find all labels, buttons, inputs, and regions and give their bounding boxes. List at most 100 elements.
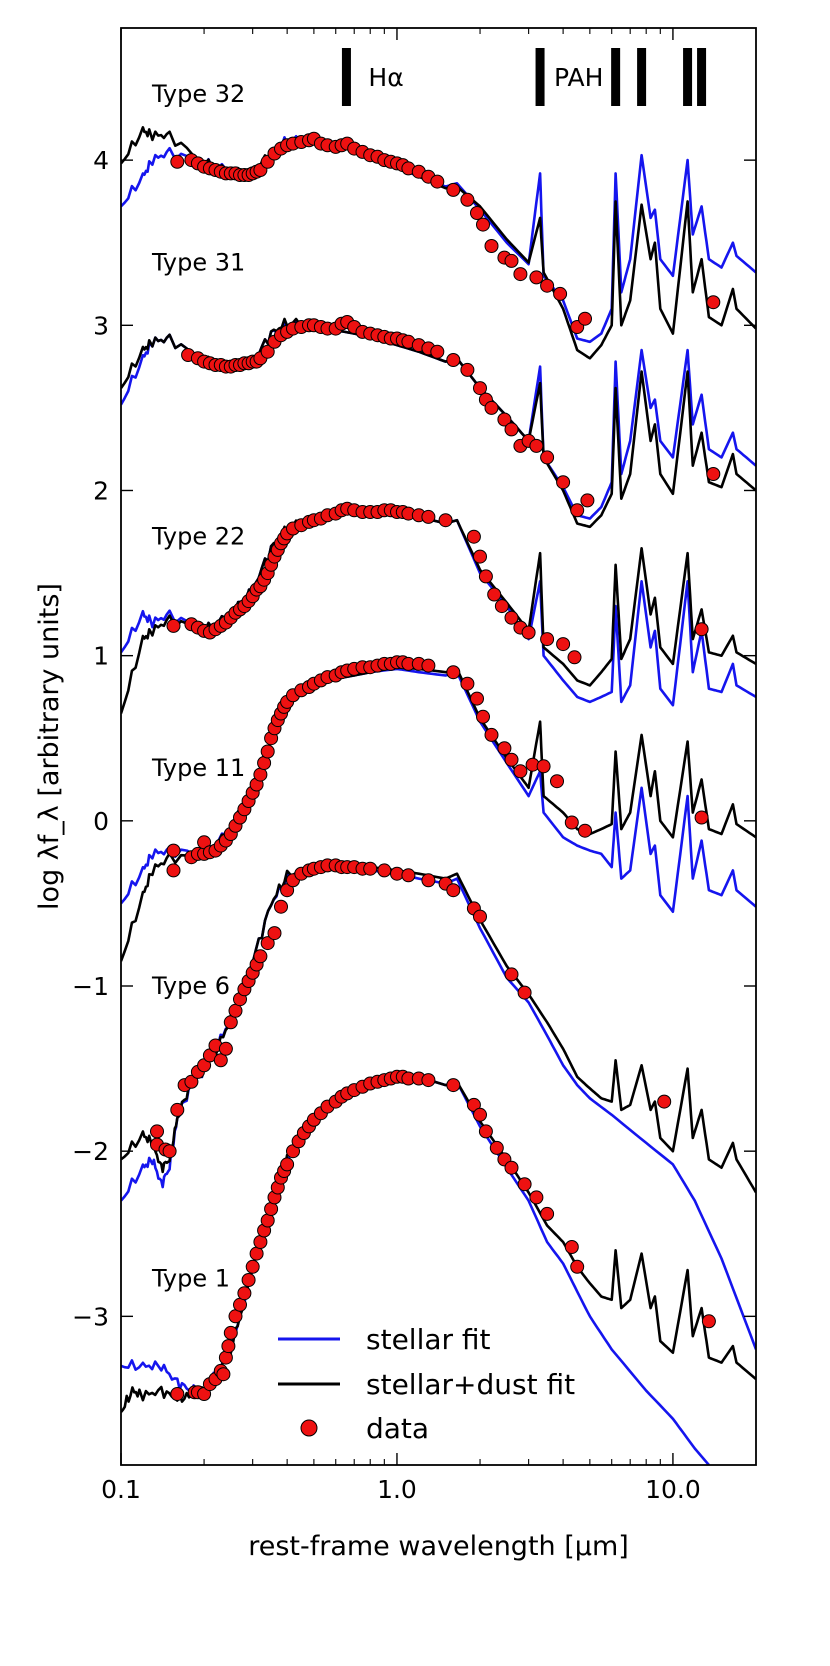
data-point xyxy=(218,1350,233,1365)
type-label-5: Type 1 xyxy=(151,1264,230,1292)
data-point xyxy=(438,513,453,528)
data-point xyxy=(257,756,272,770)
data-point xyxy=(260,744,275,759)
feature-marker-label: PAH xyxy=(554,63,603,92)
data-point xyxy=(430,174,445,189)
data-point xyxy=(228,1003,243,1018)
data-point xyxy=(162,1144,177,1159)
data-point xyxy=(170,1387,185,1401)
data-point xyxy=(550,774,564,789)
data-point xyxy=(170,154,185,169)
dust-fit-line-0 xyxy=(121,126,756,360)
data-point xyxy=(484,239,499,253)
data-point xyxy=(221,1339,236,1354)
data-point xyxy=(706,467,721,481)
data-point xyxy=(470,206,484,220)
legend-label-1: stellar+dust fit xyxy=(366,1368,575,1401)
data-point xyxy=(536,759,551,774)
data-point xyxy=(553,286,568,301)
feature-marker-bar xyxy=(683,48,693,106)
data-point xyxy=(233,1297,247,1312)
y-tick-label: 4 xyxy=(93,146,109,175)
data-point xyxy=(513,267,528,282)
data-point xyxy=(529,438,544,453)
data-point xyxy=(446,665,461,680)
y-tick-label: 2 xyxy=(93,476,109,505)
data-point xyxy=(540,278,555,293)
x-tick-label: 0.1 xyxy=(101,1475,141,1504)
data-point xyxy=(578,311,592,326)
data-point xyxy=(694,810,709,825)
data-point xyxy=(274,899,288,914)
data-point xyxy=(460,676,475,691)
data-point xyxy=(513,764,528,779)
data-point xyxy=(401,868,416,883)
data-point xyxy=(223,1325,238,1340)
data-point xyxy=(421,873,436,888)
data-point xyxy=(578,823,592,838)
data-point xyxy=(446,353,461,367)
dust-fit-line-5 xyxy=(121,1075,756,1413)
feature-markers-layer: Hα PAH xyxy=(341,48,707,106)
data-point xyxy=(529,1190,544,1205)
data-point xyxy=(267,926,282,941)
data-point xyxy=(184,1074,199,1089)
data-point xyxy=(280,1157,295,1172)
y-tick-label: −2 xyxy=(72,1137,109,1166)
data-point xyxy=(260,344,275,359)
type-labels-layer: Type 32 Type 31 Type 22 Type 11 Type 6 Type 1 xyxy=(151,80,245,1292)
data-point xyxy=(476,217,490,232)
data-point xyxy=(213,1053,228,1068)
data-point xyxy=(504,752,519,767)
y-tick-label: −1 xyxy=(72,972,109,1001)
data-point xyxy=(430,344,445,359)
data-point xyxy=(473,1107,487,1122)
data-point xyxy=(701,1314,716,1329)
data-point xyxy=(556,637,571,652)
data-point xyxy=(694,622,709,637)
data-point xyxy=(476,709,490,724)
data-point xyxy=(473,381,487,396)
data-point xyxy=(540,632,555,647)
data-point xyxy=(260,936,275,951)
data-point xyxy=(473,909,487,924)
data-point xyxy=(504,422,519,437)
data-point xyxy=(421,1073,436,1088)
data-point xyxy=(218,1041,233,1056)
data-point xyxy=(390,866,404,881)
y-tick-label: 3 xyxy=(93,311,109,340)
data-point xyxy=(460,192,475,207)
data-point xyxy=(494,599,509,614)
data-point xyxy=(556,475,571,490)
data-point xyxy=(260,1213,275,1228)
x-tick-label: 1.0 xyxy=(377,1475,417,1504)
feature-marker-bar xyxy=(535,48,545,106)
legend: stellar fit stellar+dust fit data xyxy=(278,1323,575,1445)
data-point xyxy=(484,400,499,415)
data-point xyxy=(216,1367,231,1382)
data-point xyxy=(245,1259,260,1274)
data-point xyxy=(504,610,519,625)
data-point xyxy=(253,767,268,782)
dust-fit-line-3 xyxy=(121,665,756,962)
data-point xyxy=(489,1140,504,1155)
data-point xyxy=(504,1160,519,1175)
dust-fit-line-2 xyxy=(121,509,756,714)
data-point xyxy=(150,1124,164,1139)
data-point xyxy=(237,1286,252,1301)
x-axis-label: rest-frame wavelength [μm] xyxy=(248,1531,629,1562)
axis-ticks xyxy=(120,28,756,1465)
data-point xyxy=(253,949,268,964)
legend-label-0: stellar fit xyxy=(366,1323,491,1356)
y-tick-label: 1 xyxy=(93,642,109,671)
data-point xyxy=(446,883,461,898)
data-point xyxy=(657,1094,672,1109)
data-point xyxy=(170,1102,185,1117)
data-point xyxy=(249,1246,264,1261)
data-point xyxy=(166,618,181,633)
data-point xyxy=(521,625,536,640)
data-point xyxy=(570,1259,585,1274)
data-point xyxy=(241,1273,256,1287)
feature-marker-label: Hα xyxy=(368,63,403,92)
